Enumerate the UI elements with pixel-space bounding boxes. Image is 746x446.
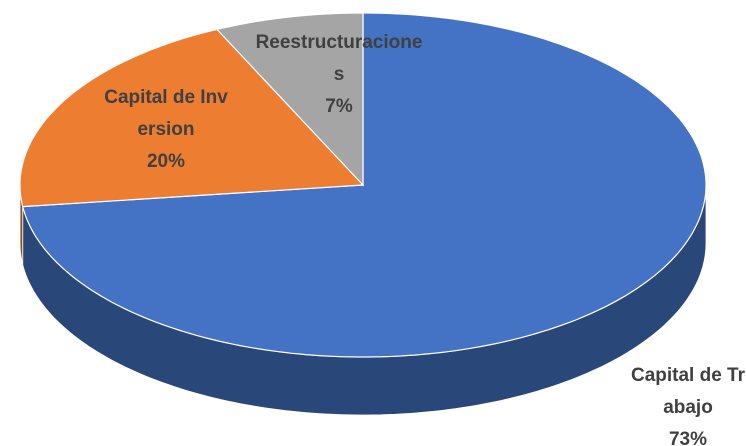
category-label: Reestructuraciones	[255, 32, 423, 85]
category-label: Capital de Trabajo	[630, 365, 746, 418]
slice	[215, 12, 364, 187]
category-label: Capital de Inversion	[104, 87, 228, 140]
data-label: Reestructuraciones 7%	[255, 27, 423, 123]
value-label: 7%	[325, 96, 353, 117]
data-label: Capital de Trabajo 73%	[628, 360, 746, 446]
value-label: 20%	[146, 151, 186, 172]
data-label: Capital de Inversion 20%	[101, 82, 231, 178]
value-label: 73%	[668, 429, 708, 446]
slice	[21, 12, 707, 358]
slice	[19, 28, 365, 208]
